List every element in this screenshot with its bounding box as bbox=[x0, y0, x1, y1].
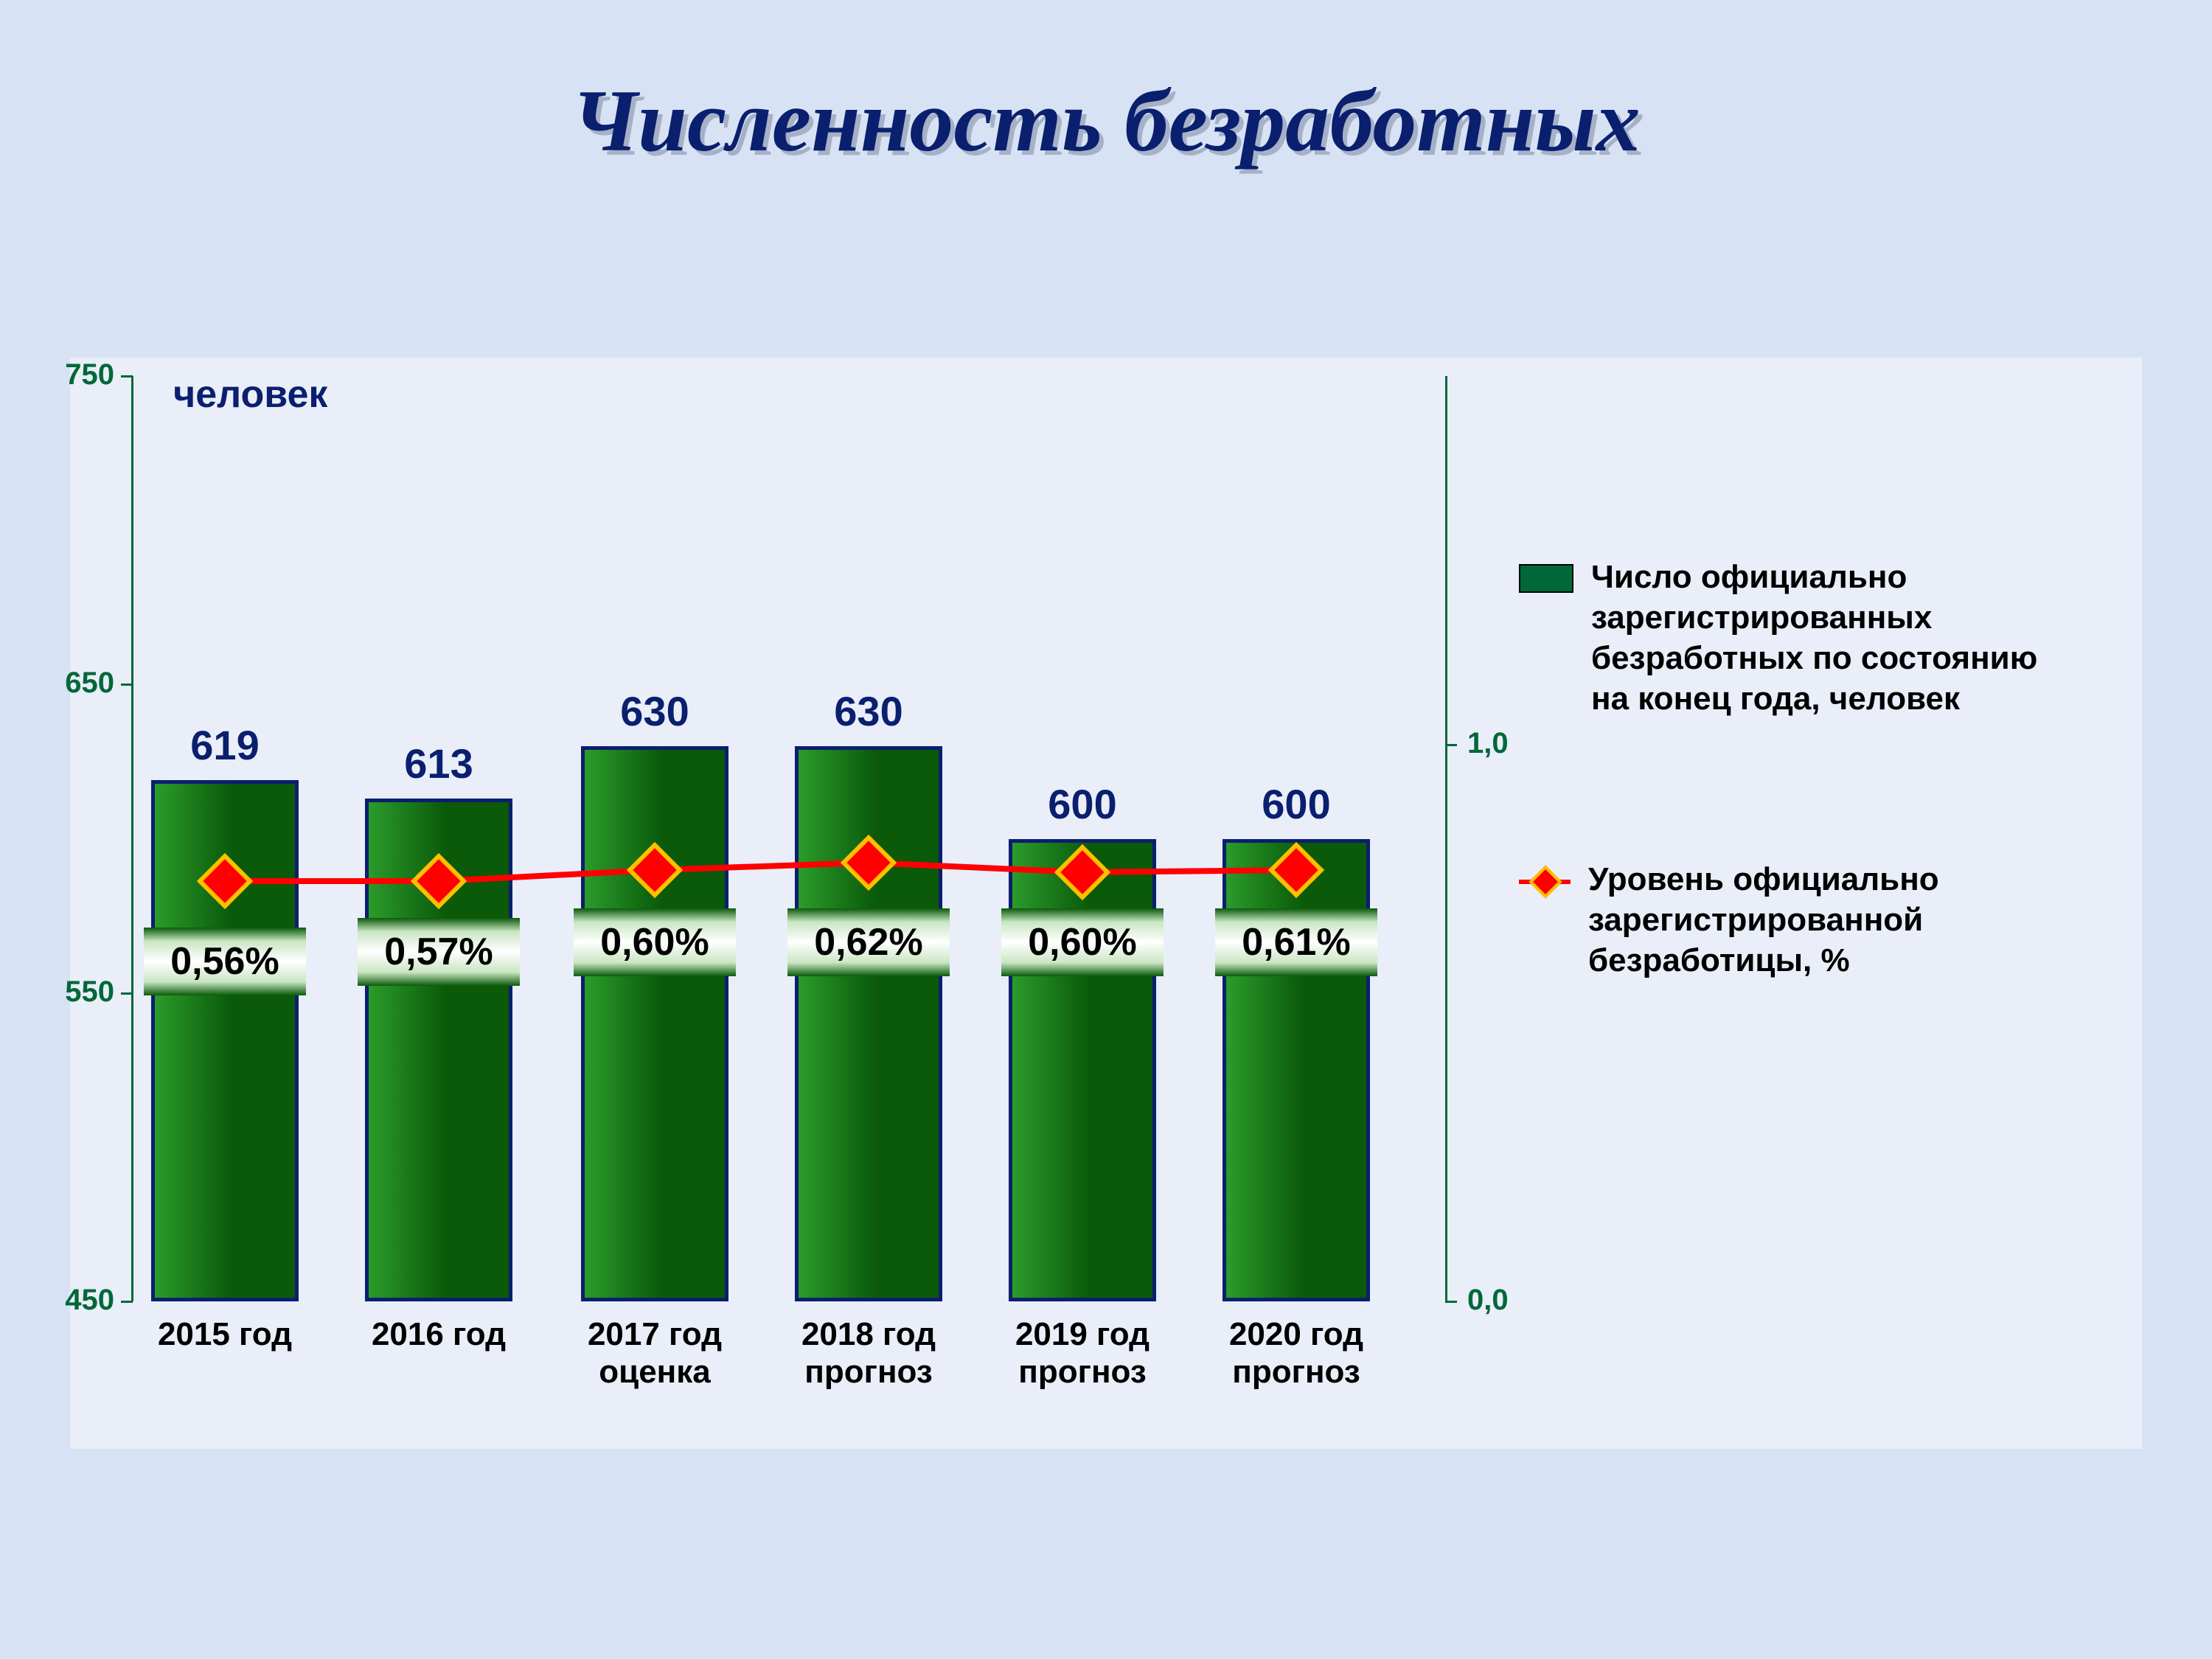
y2-axis-tick bbox=[1445, 744, 1457, 746]
legend-label: Уровень официально зарегистрированной бе… bbox=[1588, 859, 2079, 981]
bar: 6302017 годоценка bbox=[581, 746, 728, 1301]
bar-fill bbox=[795, 746, 942, 1301]
bar-fill bbox=[365, 799, 512, 1301]
bar-percent-box: 0,60% bbox=[574, 908, 736, 976]
bar-fill bbox=[581, 746, 728, 1301]
bar-percent-box: 0,57% bbox=[358, 918, 520, 986]
y-axis-tick-label: 550 bbox=[65, 975, 114, 1009]
bar-percent-box: 0,56% bbox=[144, 928, 306, 995]
bar-value-label: 630 bbox=[566, 687, 743, 735]
bar-percent-box: 0,60% bbox=[1001, 908, 1164, 976]
x-axis-category-label: 2020 годпрогноз bbox=[1164, 1316, 1429, 1391]
slide-title: Численность безработных bbox=[0, 70, 2212, 172]
legend-swatch-bar-icon bbox=[1519, 564, 1573, 593]
bar: 6132016 год bbox=[365, 799, 512, 1301]
y2-axis-tick-label: 1,0 bbox=[1467, 727, 1509, 760]
bar-value-label: 619 bbox=[136, 721, 313, 769]
legend-swatch-line-icon bbox=[1519, 866, 1571, 896]
bar-value-label: 600 bbox=[1208, 780, 1385, 828]
slide-root: Численность безработныхЧисленность безра… bbox=[0, 0, 2212, 1659]
legend-label: Число официально зарегистрированных безр… bbox=[1591, 557, 2079, 719]
bar-fill bbox=[151, 780, 299, 1301]
bar-percent-box: 0,62% bbox=[787, 908, 950, 976]
y-axis-left-line bbox=[131, 376, 133, 1301]
y2-axis-tick bbox=[1445, 1301, 1457, 1303]
y-axis-tick-label: 750 bbox=[65, 358, 114, 392]
bar-value-label: 613 bbox=[350, 740, 527, 787]
legend-item-line: Уровень официально зарегистрированной бе… bbox=[1519, 859, 2079, 981]
y-axis-right-line bbox=[1445, 376, 1447, 1301]
bar: 6302018 годпрогноз bbox=[795, 746, 942, 1301]
y-axis-tick-label: 650 bbox=[65, 667, 114, 700]
y-axis-tick-label: 450 bbox=[65, 1284, 114, 1317]
y-axis-unit-label: человек bbox=[173, 372, 327, 417]
bar-percent-box: 0,61% bbox=[1215, 908, 1377, 976]
bar-value-label: 630 bbox=[780, 687, 957, 735]
legend-item-bar: Число официально зарегистрированных безр… bbox=[1519, 557, 2079, 719]
bar-value-label: 600 bbox=[994, 780, 1171, 828]
bar: 6192015 год bbox=[151, 780, 299, 1301]
y2-axis-tick-label: 0,0 bbox=[1467, 1284, 1509, 1317]
